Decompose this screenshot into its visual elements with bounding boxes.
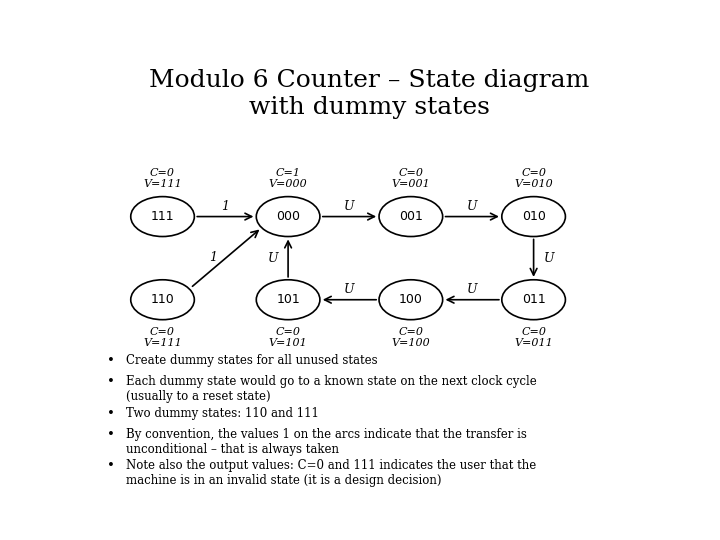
Text: 1: 1: [210, 252, 217, 265]
Text: V=011: V=011: [514, 338, 553, 348]
Text: C=0: C=0: [276, 327, 300, 337]
Text: 010: 010: [522, 210, 546, 223]
Text: V=111: V=111: [143, 179, 182, 189]
Text: 111: 111: [150, 210, 174, 223]
Text: Two dummy states: 110 and 111: Two dummy states: 110 and 111: [126, 407, 319, 420]
Text: 100: 100: [399, 293, 423, 306]
Text: V=000: V=000: [269, 179, 307, 189]
Text: •: •: [107, 407, 114, 420]
Text: U: U: [268, 252, 278, 265]
Text: Modulo 6 Counter – State diagram
with dummy states: Modulo 6 Counter – State diagram with du…: [149, 69, 589, 119]
Text: C=0: C=0: [398, 168, 423, 178]
Text: C=0: C=0: [398, 327, 423, 337]
Text: •: •: [107, 354, 114, 367]
Text: C=0: C=0: [150, 168, 175, 178]
Text: 101: 101: [276, 293, 300, 306]
Text: U: U: [344, 284, 355, 296]
Text: V=111: V=111: [143, 338, 182, 348]
Text: •: •: [107, 460, 114, 472]
Ellipse shape: [131, 280, 194, 320]
Text: U: U: [467, 200, 477, 213]
Text: C=0: C=0: [521, 327, 546, 337]
Text: V=100: V=100: [392, 338, 431, 348]
Text: •: •: [107, 428, 114, 441]
Ellipse shape: [379, 280, 443, 320]
Text: Note also the output values: C=0 and 111 indicates the user that the
machine is : Note also the output values: C=0 and 111…: [126, 460, 536, 488]
Text: C=0: C=0: [150, 327, 175, 337]
Text: V=010: V=010: [514, 179, 553, 189]
Text: By convention, the values 1 on the arcs indicate that the transfer is
unconditio: By convention, the values 1 on the arcs …: [126, 428, 527, 456]
Text: C=0: C=0: [521, 168, 546, 178]
Ellipse shape: [502, 197, 565, 237]
Ellipse shape: [256, 280, 320, 320]
Text: U: U: [467, 284, 477, 296]
Text: U: U: [544, 252, 554, 265]
Ellipse shape: [502, 280, 565, 320]
Text: 000: 000: [276, 210, 300, 223]
Text: C=1: C=1: [276, 168, 300, 178]
Text: 110: 110: [150, 293, 174, 306]
Text: V=001: V=001: [392, 179, 431, 189]
Text: V=101: V=101: [269, 338, 307, 348]
Text: 1: 1: [221, 200, 229, 213]
Ellipse shape: [256, 197, 320, 237]
Text: Each dummy state would go to a known state on the next clock cycle
(usually to a: Each dummy state would go to a known sta…: [126, 375, 537, 403]
Ellipse shape: [131, 197, 194, 237]
Text: U: U: [344, 200, 355, 213]
Text: 001: 001: [399, 210, 423, 223]
Ellipse shape: [379, 197, 443, 237]
Text: •: •: [107, 375, 114, 388]
Text: 011: 011: [522, 293, 546, 306]
Text: Create dummy states for all unused states: Create dummy states for all unused state…: [126, 354, 378, 367]
